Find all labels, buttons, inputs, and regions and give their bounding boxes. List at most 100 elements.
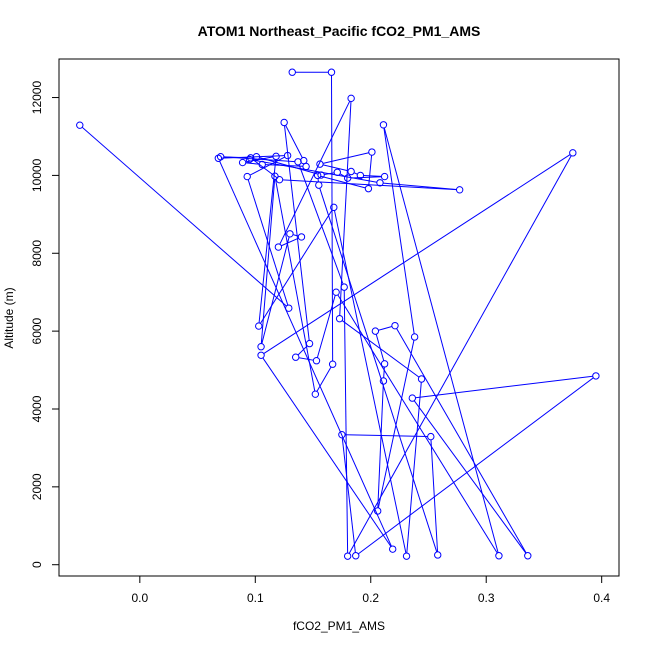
data-point	[216, 153, 225, 161]
series-segment	[415, 375, 593, 399]
series-segment	[375, 334, 385, 361]
y-tick-label: 10000	[30, 158, 44, 192]
series-segment	[249, 156, 286, 176]
data-point	[391, 321, 399, 330]
series-segment	[345, 434, 428, 438]
data-point	[243, 172, 251, 181]
data-point	[275, 175, 284, 184]
data-point	[495, 552, 503, 560]
series-segment	[316, 366, 332, 392]
data-point	[274, 243, 283, 251]
data-point	[379, 121, 388, 129]
data-point	[271, 172, 279, 180]
data-point	[214, 154, 223, 162]
data-point	[315, 181, 323, 189]
data-point	[285, 304, 293, 312]
data-point	[335, 314, 344, 323]
series-segment	[298, 164, 344, 285]
data-point	[245, 155, 254, 164]
x-tick-label: 0.3	[478, 591, 495, 605]
data-point	[434, 551, 442, 559]
series-segment	[378, 326, 393, 331]
data-point	[294, 158, 302, 166]
x-tick-label: 0.2	[362, 591, 379, 605]
series-segment	[298, 357, 314, 361]
data-point	[402, 552, 411, 560]
series-segment	[81, 126, 287, 307]
series-segment	[316, 295, 336, 358]
data-point	[305, 339, 314, 348]
series-segment	[252, 159, 377, 183]
series-segment	[396, 328, 527, 554]
series-segment	[261, 236, 290, 344]
data-point	[379, 377, 388, 385]
data-point	[371, 327, 380, 335]
data-point	[347, 167, 355, 176]
data-point	[246, 154, 255, 162]
series-segment	[348, 155, 572, 554]
data-point	[258, 160, 266, 169]
data-point	[288, 68, 296, 76]
data-point	[316, 160, 324, 168]
data-point	[410, 333, 419, 341]
data-point	[312, 357, 321, 365]
x-tick-label: 0.1	[247, 591, 264, 605]
x-tick-label: 0.4	[593, 591, 610, 605]
series-segment	[343, 290, 349, 553]
series-segment	[219, 160, 392, 547]
series-segment	[279, 100, 351, 245]
y-tick-label: 2000	[30, 473, 44, 500]
data-point	[352, 552, 360, 560]
data-point	[373, 507, 382, 515]
series-segment	[383, 127, 415, 334]
series-segment	[263, 154, 571, 354]
data-point	[408, 394, 417, 402]
data-point	[343, 174, 352, 182]
plot-frame	[58, 58, 620, 577]
series-segment	[383, 366, 385, 378]
data-point	[380, 172, 389, 181]
data-point	[76, 121, 84, 129]
data-point	[364, 184, 373, 193]
data-point	[286, 230, 294, 238]
series-segment	[333, 210, 407, 554]
series-segment	[260, 209, 333, 324]
data-point	[311, 390, 320, 398]
series-segment	[337, 294, 498, 554]
data-point	[292, 353, 300, 361]
x-axis: 0.0 0.1 0.2 0.3 0.4	[131, 575, 610, 605]
chart-title: ATOM1 Northeast_Pacific fCO2_PM1_AMS	[198, 23, 481, 39]
data-point	[280, 118, 288, 127]
series-segment	[341, 437, 356, 553]
data-point	[297, 233, 306, 241]
data-point	[255, 322, 263, 330]
data-point	[380, 360, 389, 368]
series-segment	[350, 176, 382, 179]
y-axis: 0 2000 4000 6000 8000 10000 12000	[30, 81, 60, 568]
series-segment	[260, 179, 276, 344]
data-point	[524, 552, 532, 560]
y-axis-label: Altitude (m)	[2, 287, 16, 348]
series-layer	[76, 68, 600, 560]
series-segment	[262, 357, 392, 547]
data-point	[330, 203, 338, 212]
data-point	[238, 158, 247, 167]
data-point	[455, 186, 464, 194]
data-point	[272, 152, 280, 161]
data-point	[257, 351, 265, 359]
series-segment	[275, 179, 316, 392]
data-point	[313, 171, 322, 180]
series-segment	[282, 179, 457, 191]
series-segment	[247, 179, 289, 306]
y-tick-label: 0	[30, 561, 44, 568]
series-segment	[413, 400, 527, 554]
series-segment	[322, 164, 349, 172]
series-segment	[319, 188, 438, 553]
series-segment	[331, 75, 334, 362]
series-segment	[322, 152, 369, 164]
data-point	[569, 149, 577, 157]
series-segment	[377, 384, 384, 508]
data-point	[317, 171, 325, 179]
series-segment	[281, 237, 299, 247]
